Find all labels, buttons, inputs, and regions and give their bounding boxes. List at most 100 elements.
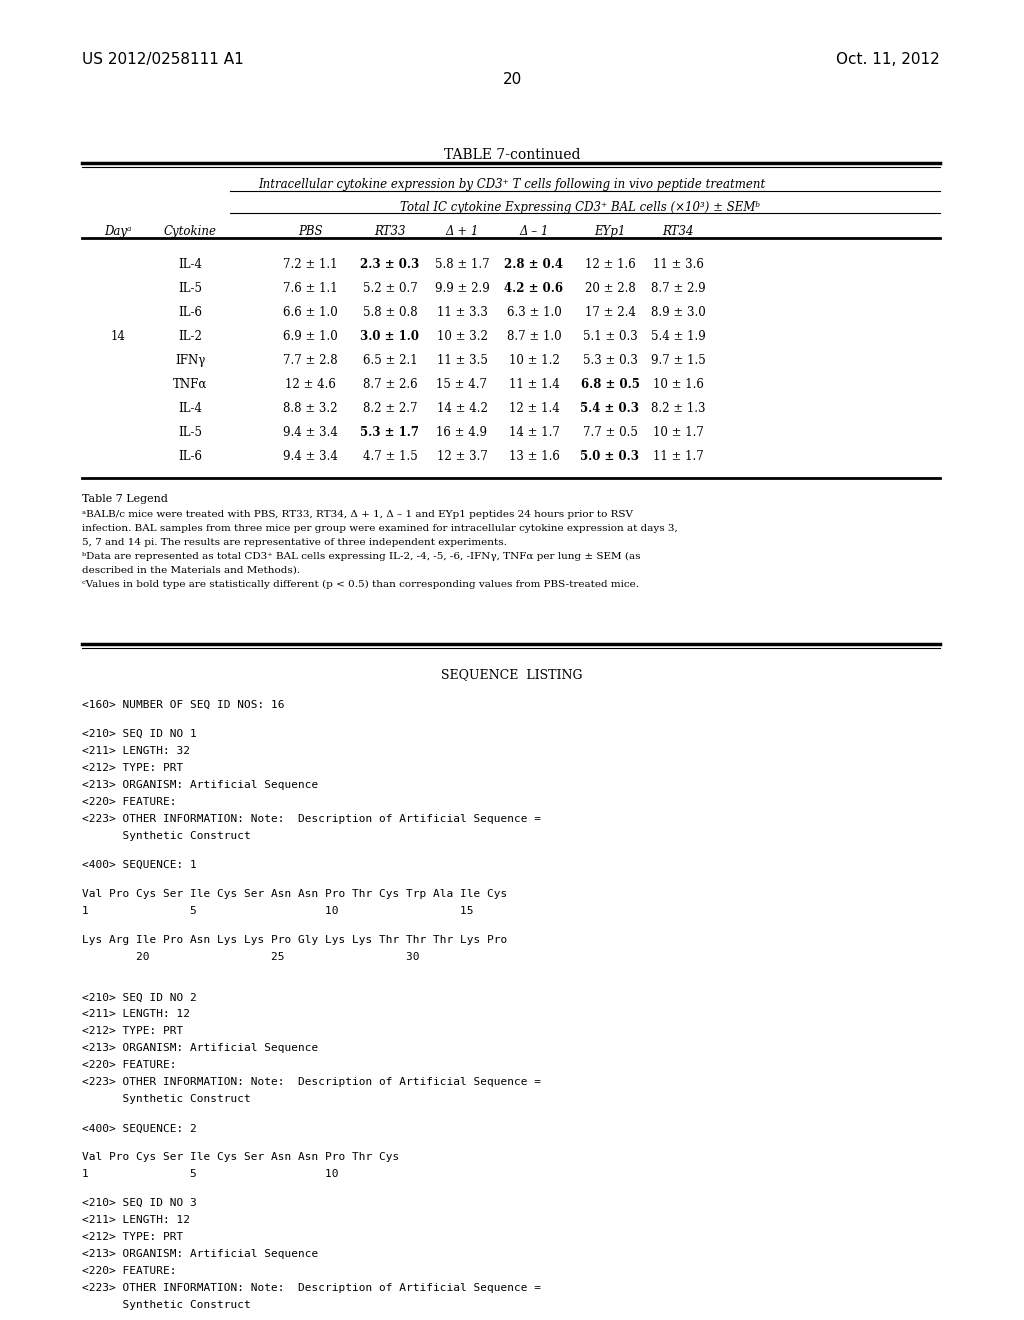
Text: Total IC cytokine Expressing CD3⁺ BAL cells (×10³) ± SEMᵇ: Total IC cytokine Expressing CD3⁺ BAL ce… <box>400 201 760 214</box>
Text: 9.9 ± 2.9: 9.9 ± 2.9 <box>434 282 489 294</box>
Text: 20                  25                  30: 20 25 30 <box>82 952 420 961</box>
Text: Lys Arg Ile Pro Asn Lys Lys Pro Gly Lys Lys Thr Thr Thr Lys Pro: Lys Arg Ile Pro Asn Lys Lys Pro Gly Lys … <box>82 935 507 945</box>
Text: Δ – 1: Δ – 1 <box>519 224 549 238</box>
Text: Val Pro Cys Ser Ile Cys Ser Asn Asn Pro Thr Cys: Val Pro Cys Ser Ile Cys Ser Asn Asn Pro … <box>82 1152 399 1162</box>
Text: 9.4 ± 3.4: 9.4 ± 3.4 <box>283 426 338 440</box>
Text: 5.8 ± 0.8: 5.8 ± 0.8 <box>362 306 418 319</box>
Text: IL-5: IL-5 <box>178 282 202 294</box>
Text: <210> SEQ ID NO 3: <210> SEQ ID NO 3 <box>82 1199 197 1208</box>
Text: RT34: RT34 <box>663 224 693 238</box>
Text: 12 ± 1.6: 12 ± 1.6 <box>585 257 635 271</box>
Text: 8.2 ± 1.3: 8.2 ± 1.3 <box>650 403 706 414</box>
Text: Synthetic Construct: Synthetic Construct <box>82 1094 251 1105</box>
Text: 9.4 ± 3.4: 9.4 ± 3.4 <box>283 450 338 463</box>
Text: IL-4: IL-4 <box>178 403 202 414</box>
Text: 10 ± 1.2: 10 ± 1.2 <box>509 354 559 367</box>
Text: US 2012/0258111 A1: US 2012/0258111 A1 <box>82 51 244 67</box>
Text: <211> LENGTH: 32: <211> LENGTH: 32 <box>82 746 190 756</box>
Text: <223> OTHER INFORMATION: Note:  Description of Artificial Sequence =: <223> OTHER INFORMATION: Note: Descripti… <box>82 1077 541 1088</box>
Text: 8.7 ± 1.0: 8.7 ± 1.0 <box>507 330 561 343</box>
Text: 7.2 ± 1.1: 7.2 ± 1.1 <box>283 257 337 271</box>
Text: 11 ± 3.6: 11 ± 3.6 <box>652 257 703 271</box>
Text: 4.2 ± 0.6: 4.2 ± 0.6 <box>505 282 563 294</box>
Text: 6.3 ± 1.0: 6.3 ± 1.0 <box>507 306 561 319</box>
Text: 8.7 ± 2.9: 8.7 ± 2.9 <box>650 282 706 294</box>
Text: IL-2: IL-2 <box>178 330 202 343</box>
Text: 1               5                   10: 1 5 10 <box>82 1170 339 1179</box>
Text: <210> SEQ ID NO 2: <210> SEQ ID NO 2 <box>82 993 197 1002</box>
Text: 13 ± 1.6: 13 ± 1.6 <box>509 450 559 463</box>
Text: <160> NUMBER OF SEQ ID NOS: 16: <160> NUMBER OF SEQ ID NOS: 16 <box>82 700 285 710</box>
Text: 5.8 ± 1.7: 5.8 ± 1.7 <box>434 257 489 271</box>
Text: <212> TYPE: PRT: <212> TYPE: PRT <box>82 763 183 774</box>
Text: 11 ± 1.7: 11 ± 1.7 <box>652 450 703 463</box>
Text: IL-6: IL-6 <box>178 450 202 463</box>
Text: <223> OTHER INFORMATION: Note:  Description of Artificial Sequence =: <223> OTHER INFORMATION: Note: Descripti… <box>82 814 541 824</box>
Text: 15 ± 4.7: 15 ± 4.7 <box>436 378 487 391</box>
Text: 8.9 ± 3.0: 8.9 ± 3.0 <box>650 306 706 319</box>
Text: IL-6: IL-6 <box>178 306 202 319</box>
Text: 17 ± 2.4: 17 ± 2.4 <box>585 306 636 319</box>
Text: 10 ± 1.6: 10 ± 1.6 <box>652 378 703 391</box>
Text: Synthetic Construct: Synthetic Construct <box>82 830 251 841</box>
Text: Δ + 1: Δ + 1 <box>445 224 478 238</box>
Text: infection. BAL samples from three mice per group were examined for intracellular: infection. BAL samples from three mice p… <box>82 524 678 533</box>
Text: 8.8 ± 3.2: 8.8 ± 3.2 <box>283 403 337 414</box>
Text: PBS: PBS <box>298 224 323 238</box>
Text: 20 ± 2.8: 20 ± 2.8 <box>585 282 635 294</box>
Text: IFNγ: IFNγ <box>175 354 205 367</box>
Text: 12 ± 1.4: 12 ± 1.4 <box>509 403 559 414</box>
Text: <213> ORGANISM: Artificial Sequence: <213> ORGANISM: Artificial Sequence <box>82 1249 318 1259</box>
Text: 8.2 ± 2.7: 8.2 ± 2.7 <box>362 403 417 414</box>
Text: 11 ± 3.3: 11 ± 3.3 <box>436 306 487 319</box>
Text: 10 ± 1.7: 10 ± 1.7 <box>652 426 703 440</box>
Text: 6.8 ± 0.5: 6.8 ± 0.5 <box>581 378 639 391</box>
Text: 12 ± 4.6: 12 ± 4.6 <box>285 378 336 391</box>
Text: 5, 7 and 14 pi. The results are representative of three independent experiments.: 5, 7 and 14 pi. The results are represen… <box>82 539 507 546</box>
Text: 8.7 ± 2.6: 8.7 ± 2.6 <box>362 378 418 391</box>
Text: 4.7 ± 1.5: 4.7 ± 1.5 <box>362 450 418 463</box>
Text: Dayᵃ: Dayᵃ <box>104 224 132 238</box>
Text: Intracellular cytokine expression by CD3⁺ T cells following in vivo peptide trea: Intracellular cytokine expression by CD3… <box>258 178 766 191</box>
Text: Table 7 Legend: Table 7 Legend <box>82 494 168 504</box>
Text: ᶜValues in bold type are statistically different (p < 0.5) than corresponding va: ᶜValues in bold type are statistically d… <box>82 579 639 589</box>
Text: Cytokine: Cytokine <box>164 224 216 238</box>
Text: <212> TYPE: PRT: <212> TYPE: PRT <box>82 1232 183 1242</box>
Text: Oct. 11, 2012: Oct. 11, 2012 <box>837 51 940 67</box>
Text: <400> SEQUENCE: 2: <400> SEQUENCE: 2 <box>82 1123 197 1134</box>
Text: 10 ± 3.2: 10 ± 3.2 <box>436 330 487 343</box>
Text: 3.0 ± 1.0: 3.0 ± 1.0 <box>360 330 420 343</box>
Text: 5.2 ± 0.7: 5.2 ± 0.7 <box>362 282 418 294</box>
Text: 5.3 ± 1.7: 5.3 ± 1.7 <box>360 426 420 440</box>
Text: 5.4 ± 1.9: 5.4 ± 1.9 <box>650 330 706 343</box>
Text: <213> ORGANISM: Artificial Sequence: <213> ORGANISM: Artificial Sequence <box>82 780 318 789</box>
Text: <220> FEATURE:: <220> FEATURE: <box>82 797 176 807</box>
Text: TNFα: TNFα <box>173 378 207 391</box>
Text: SEQUENCE  LISTING: SEQUENCE LISTING <box>441 668 583 681</box>
Text: Synthetic Construct: Synthetic Construct <box>82 1300 251 1309</box>
Text: IL-5: IL-5 <box>178 426 202 440</box>
Text: <220> FEATURE:: <220> FEATURE: <box>82 1266 176 1276</box>
Text: 7.7 ± 0.5: 7.7 ± 0.5 <box>583 426 637 440</box>
Text: 9.7 ± 1.5: 9.7 ± 1.5 <box>650 354 706 367</box>
Text: 11 ± 1.4: 11 ± 1.4 <box>509 378 559 391</box>
Text: <212> TYPE: PRT: <212> TYPE: PRT <box>82 1027 183 1036</box>
Text: 2.3 ± 0.3: 2.3 ± 0.3 <box>360 257 420 271</box>
Text: 20: 20 <box>503 73 521 87</box>
Text: 12 ± 3.7: 12 ± 3.7 <box>436 450 487 463</box>
Text: <220> FEATURE:: <220> FEATURE: <box>82 1060 176 1071</box>
Text: 14: 14 <box>111 330 125 343</box>
Text: <210> SEQ ID NO 1: <210> SEQ ID NO 1 <box>82 729 197 739</box>
Text: RT33: RT33 <box>374 224 406 238</box>
Text: <213> ORGANISM: Artificial Sequence: <213> ORGANISM: Artificial Sequence <box>82 1043 318 1053</box>
Text: 16 ± 4.9: 16 ± 4.9 <box>436 426 487 440</box>
Text: <400> SEQUENCE: 1: <400> SEQUENCE: 1 <box>82 859 197 870</box>
Text: <223> OTHER INFORMATION: Note:  Description of Artificial Sequence =: <223> OTHER INFORMATION: Note: Descripti… <box>82 1283 541 1294</box>
Text: TABLE 7-continued: TABLE 7-continued <box>443 148 581 162</box>
Text: 7.6 ± 1.1: 7.6 ± 1.1 <box>283 282 337 294</box>
Text: <211> LENGTH: 12: <211> LENGTH: 12 <box>82 1010 190 1019</box>
Text: 5.3 ± 0.3: 5.3 ± 0.3 <box>583 354 637 367</box>
Text: described in the Materials and Methods).: described in the Materials and Methods). <box>82 566 300 576</box>
Text: 7.7 ± 2.8: 7.7 ± 2.8 <box>283 354 337 367</box>
Text: 11 ± 3.5: 11 ± 3.5 <box>436 354 487 367</box>
